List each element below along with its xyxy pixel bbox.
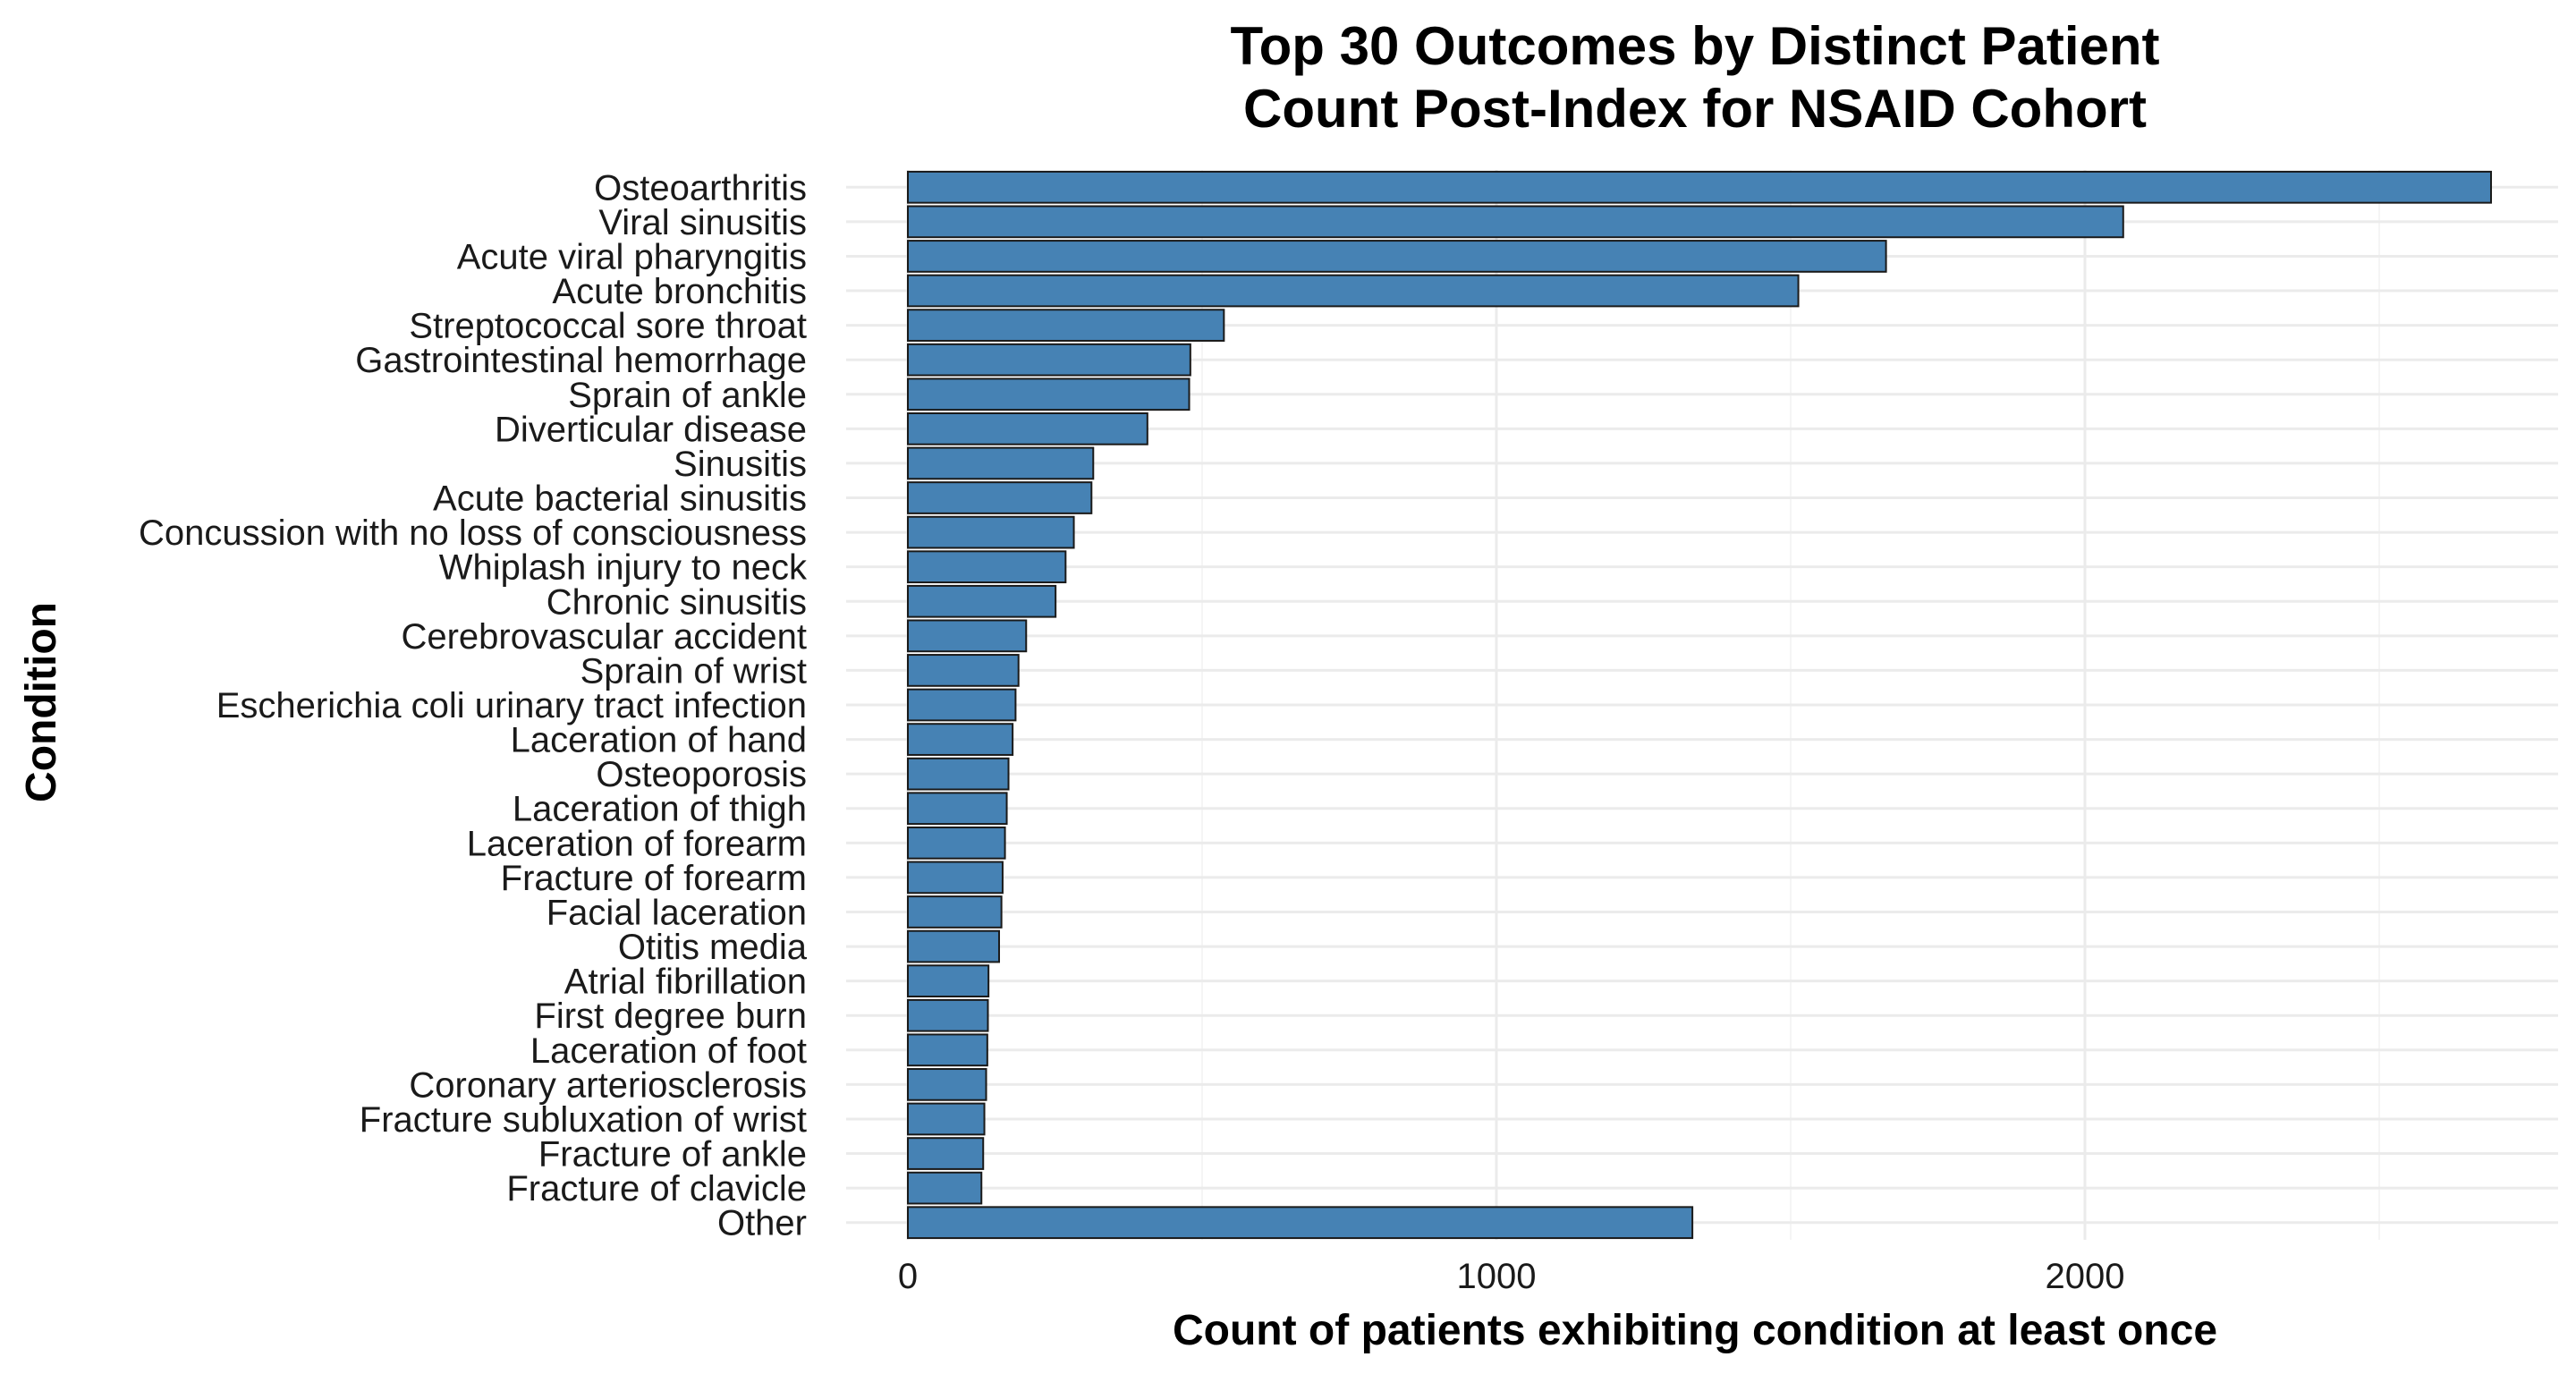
bar bbox=[907, 895, 1003, 929]
category-label: Gastrointestinal hemorrhage bbox=[355, 341, 807, 380]
x-axis-title: Count of patients exhibiting condition a… bbox=[1173, 1307, 2217, 1354]
category-label: Viral sinusitis bbox=[598, 203, 807, 242]
category-label: Fracture of clavicle bbox=[506, 1169, 807, 1209]
category-label: Fracture of forearm bbox=[501, 859, 807, 898]
bar bbox=[907, 826, 1006, 860]
category-label: First degree burn bbox=[534, 997, 807, 1036]
bar bbox=[907, 723, 1014, 756]
bars bbox=[907, 170, 2493, 1240]
x-tick-label: 1000 bbox=[1457, 1257, 1537, 1296]
bar bbox=[907, 1068, 987, 1101]
category-label: Sprain of ankle bbox=[568, 376, 807, 415]
x-tick-label: 0 bbox=[898, 1257, 918, 1296]
category-label: Laceration of hand bbox=[511, 721, 807, 760]
bar bbox=[907, 998, 989, 1032]
category-label: Acute viral pharyngitis bbox=[457, 237, 807, 276]
bar bbox=[907, 205, 2124, 239]
category-label: Diverticular disease bbox=[495, 410, 807, 449]
bar bbox=[907, 481, 1093, 514]
bar bbox=[907, 170, 2493, 204]
category-label: Atrial fibrillation bbox=[564, 963, 807, 1002]
bar bbox=[907, 377, 1191, 411]
bar bbox=[907, 309, 1225, 342]
bar bbox=[907, 964, 990, 998]
bar bbox=[907, 619, 1028, 653]
category-label: Laceration of thigh bbox=[513, 790, 807, 829]
category-label: Fracture subluxation of wrist bbox=[360, 1100, 807, 1140]
bar bbox=[907, 654, 1020, 687]
bar bbox=[907, 929, 1000, 963]
category-label: Chronic sinusitis bbox=[547, 582, 807, 622]
bar bbox=[907, 550, 1067, 584]
category-label: Facial laceration bbox=[547, 893, 807, 932]
chart-title-line-1: Top 30 Outcomes by Distinct Patient bbox=[1230, 16, 2159, 76]
category-label: Sprain of wrist bbox=[580, 651, 807, 691]
category-label: Sinusitis bbox=[674, 445, 807, 484]
bar bbox=[907, 240, 1887, 273]
category-label: Osteoarthritis bbox=[594, 168, 807, 208]
category-label: Laceration of foot bbox=[530, 1031, 807, 1071]
bar bbox=[907, 792, 1008, 826]
category-label: Otitis media bbox=[618, 928, 808, 967]
x-tick-labels: 0 1000 2000 bbox=[898, 1257, 2125, 1296]
bar bbox=[907, 584, 1057, 618]
bar bbox=[907, 411, 1148, 445]
category-label: Coronary arteriosclerosis bbox=[409, 1065, 807, 1105]
bar bbox=[907, 1171, 983, 1205]
category-label: Laceration of forearm bbox=[467, 824, 807, 863]
bar bbox=[907, 343, 1191, 377]
y-axis-title: Condition bbox=[18, 602, 65, 802]
bar bbox=[907, 861, 1004, 895]
category-label: Cerebrovascular accident bbox=[401, 617, 807, 657]
bar bbox=[907, 1206, 1694, 1240]
bar bbox=[907, 446, 1095, 480]
chart-title-line-2: Count Post-Index for NSAID Cohort bbox=[1243, 79, 2147, 139]
category-label: Streptococcal sore throat bbox=[409, 307, 807, 346]
category-label: Osteoporosis bbox=[596, 755, 807, 794]
category-label: Other bbox=[717, 1204, 807, 1243]
bar bbox=[907, 1102, 986, 1136]
category-label: Escherichia coli urinary tract infection bbox=[216, 686, 807, 725]
bar bbox=[907, 274, 1800, 308]
category-label: Fracture of ankle bbox=[538, 1135, 807, 1175]
bar bbox=[907, 757, 1010, 791]
category-label: Acute bacterial sinusitis bbox=[433, 479, 807, 519]
bar bbox=[907, 688, 1017, 722]
x-tick-label: 2000 bbox=[2046, 1257, 2125, 1296]
bar bbox=[907, 1033, 988, 1067]
category-label: Acute bronchitis bbox=[552, 272, 807, 311]
category-label: Whiplash injury to neck bbox=[439, 548, 808, 588]
bar bbox=[907, 1137, 985, 1170]
category-label: Concussion with no loss of consciousness bbox=[139, 513, 807, 553]
bar bbox=[907, 515, 1075, 549]
